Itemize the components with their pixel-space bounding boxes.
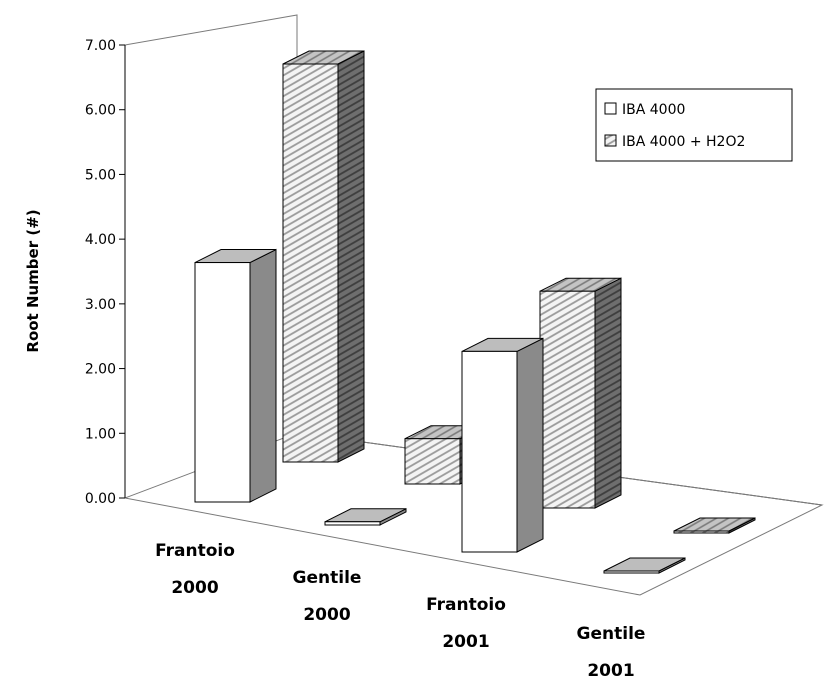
legend-label-iba-4000: IBA 4000: [622, 102, 685, 118]
y-tick-label: 2.00: [85, 362, 116, 378]
bar-iba-4000-h2o2-4: [673, 517, 756, 534]
legend-label-iba-4000-h2o2: IBA 4000 + H2O2: [622, 134, 745, 150]
bar-iba-4000-4: [603, 557, 686, 574]
y-tick-label: 6.00: [85, 103, 116, 119]
x-axis-labels: Frantoio 2000 Gentile 2000 Frantoio 2001 Genti…: [155, 541, 645, 681]
x-tick-label: Frantoio: [155, 541, 235, 561]
bar-top-face: [603, 557, 686, 572]
y-tick-label: 7.00: [85, 38, 116, 54]
x-tick-label: Gentile: [577, 624, 646, 644]
legend-swatch-iba-4000-h2o2: [604, 134, 617, 147]
bar-front-face: [282, 63, 339, 463]
bar-front-face: [461, 350, 518, 553]
y-tick-label: 0.00: [85, 491, 116, 507]
bar-iba-4000-2: [324, 507, 407, 526]
x-tick-label: 2000: [171, 578, 218, 598]
bar-front-face: [404, 438, 461, 485]
legend: IBA 4000 IBA 4000 + H2O2: [595, 88, 793, 162]
bar-side-face: [516, 337, 544, 553]
bar-side-face: [337, 50, 365, 463]
legend-box: [595, 88, 793, 162]
x-tick-label: 2001: [442, 632, 489, 652]
bar-iba-4000-3: [461, 337, 544, 553]
bar-top-face: [673, 517, 756, 532]
bar-front-face: [194, 262, 251, 503]
bar-iba-4000-h2o2-3: [539, 277, 622, 509]
bar-front-face: [603, 570, 660, 574]
y-tick-label: 5.00: [85, 167, 116, 183]
y-tick-label: 3.00: [85, 297, 116, 313]
bar-side-face: [249, 248, 277, 503]
bar-front-face: [673, 530, 730, 534]
legend-swatch-iba-4000: [604, 102, 617, 115]
y-axis-title: Root Number (#): [24, 209, 42, 352]
bar-side-face: [594, 277, 622, 509]
x-tick-label: 2001: [587, 661, 634, 681]
bar-iba-4000-1: [194, 248, 277, 503]
bar-front-face: [539, 290, 596, 509]
y-axis-ticks: 0.00 1.00 2.00 3.00 4.00 5.00 6.00 7.00: [85, 38, 125, 507]
bars: [194, 50, 756, 574]
y-tick-label: 4.00: [85, 232, 116, 248]
bar-top-face: [324, 508, 407, 523]
x-tick-label: Frantoio: [426, 595, 506, 615]
bar-front-face: [324, 521, 381, 526]
x-tick-label: 2000: [303, 605, 350, 625]
bar-iba-4000-h2o2-1: [282, 50, 365, 463]
x-tick-label: Gentile: [293, 568, 362, 588]
y-tick-label: 1.00: [85, 426, 116, 442]
